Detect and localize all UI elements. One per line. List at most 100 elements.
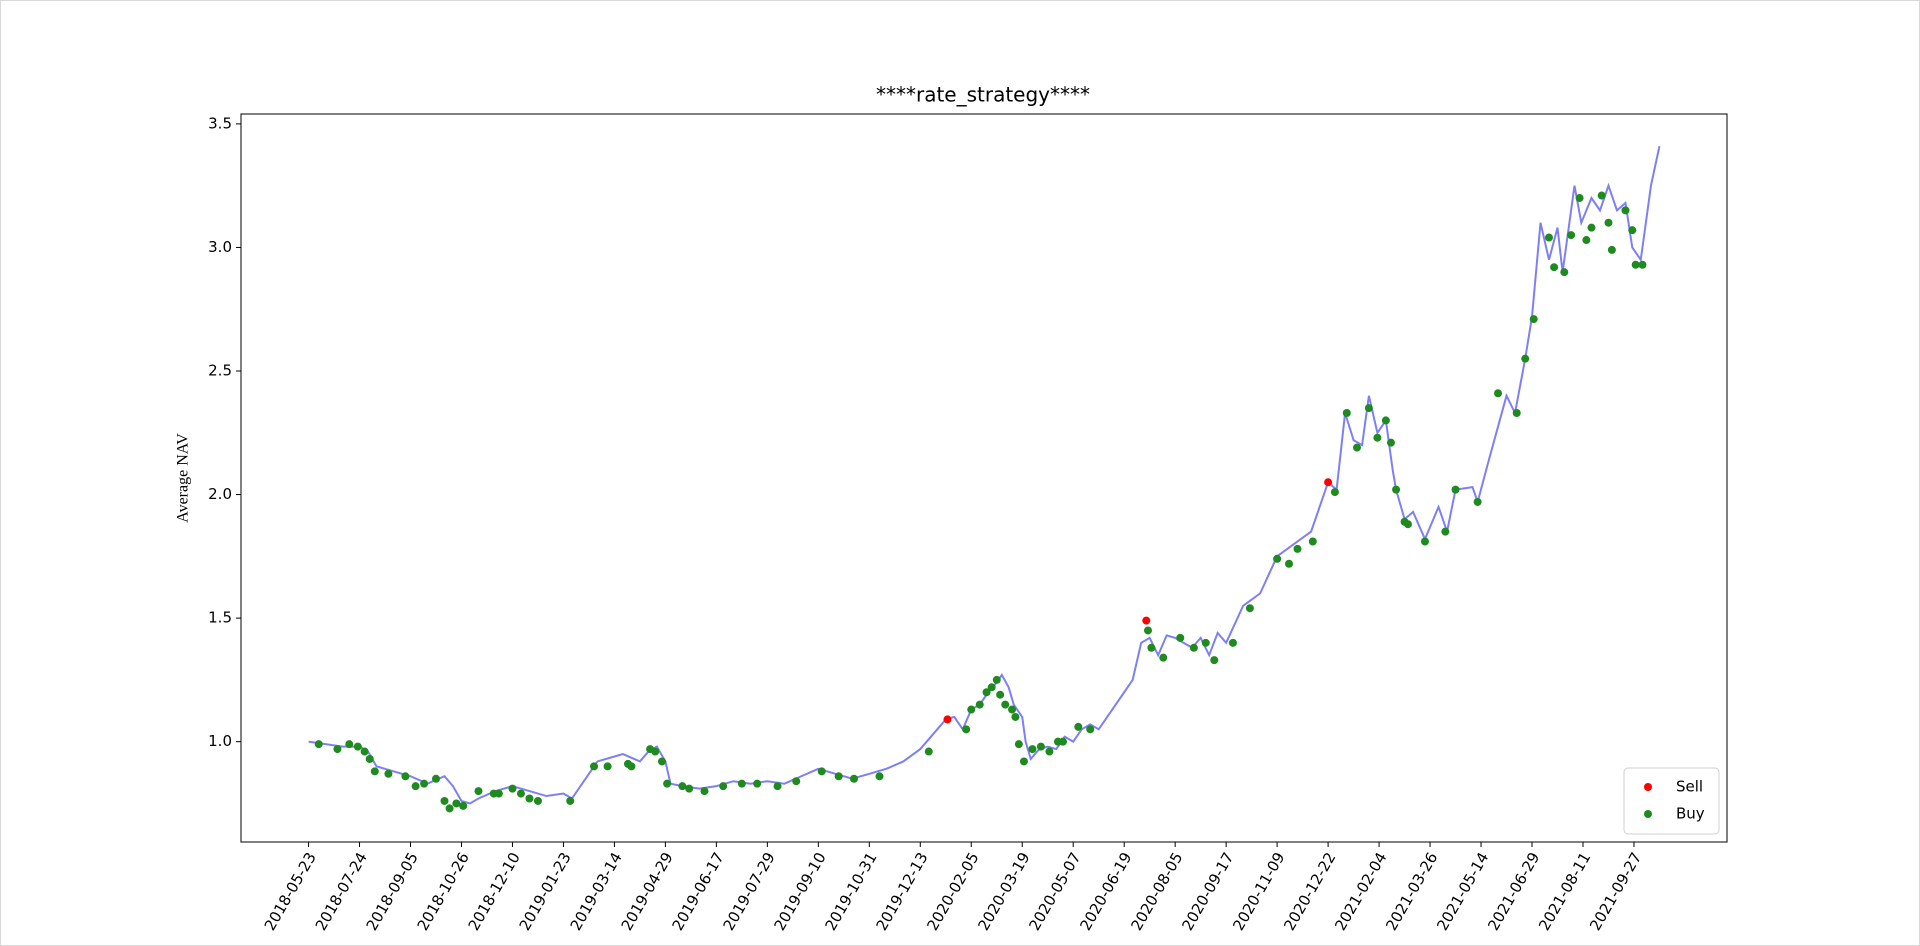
point-buy [1308, 537, 1317, 546]
point-buy [1228, 638, 1237, 647]
point-buy [1545, 233, 1554, 242]
y-tick-label: 1.0 [208, 732, 232, 750]
point-buy [516, 789, 525, 798]
x-tick-label: 2021-03-26 [1382, 849, 1441, 934]
x-tick-label: 2020-09-17 [1178, 849, 1237, 934]
x-tick-label: 2019-10-31 [821, 849, 880, 934]
x-tick-label: 2021-02-04 [1331, 849, 1390, 934]
point-buy [1441, 527, 1450, 536]
point-buy [1403, 520, 1412, 529]
x-tick-label: 2019-03-14 [567, 849, 626, 934]
point-buy [834, 772, 843, 781]
point-buy [1604, 218, 1613, 227]
point-buy [987, 683, 996, 692]
point-buy [1008, 705, 1017, 714]
x-tick-label: 2018-07-24 [312, 849, 371, 934]
point-buy [1059, 737, 1068, 746]
x-tick-label: 2021-05-14 [1433, 849, 1492, 934]
point-buy [445, 804, 454, 813]
point-buy [975, 700, 984, 709]
x-tick-label: 2019-01-23 [516, 849, 575, 934]
point-buy [1293, 544, 1302, 553]
point-buy [1597, 191, 1606, 200]
point-buy [967, 705, 976, 714]
point-buy [678, 782, 687, 791]
point-buy [924, 747, 933, 756]
point-buy [1273, 554, 1282, 563]
point-buy [627, 762, 636, 771]
point-buy [792, 777, 801, 786]
y-tick-label: 1.5 [208, 609, 232, 627]
point-sell [943, 715, 952, 724]
x-tick-label: 2021-06-29 [1484, 849, 1543, 934]
x-tick-label: 2020-08-05 [1127, 849, 1186, 934]
point-buy [1628, 226, 1637, 235]
point-buy [360, 747, 369, 756]
point-buy [1512, 409, 1521, 418]
point-buy [685, 784, 694, 793]
legend-marker [1644, 810, 1652, 818]
x-tick-label: 2019-06-17 [669, 849, 728, 934]
point-buy [411, 782, 420, 791]
x-tick-label: 2021-08-11 [1535, 849, 1594, 934]
y-tick-label: 3.0 [208, 238, 232, 256]
point-buy [1086, 725, 1095, 734]
point-buy [1176, 633, 1185, 642]
point-buy [1201, 638, 1210, 647]
chart-title: ****rate_strategy**** [876, 83, 1090, 107]
x-tick-label: 2018-05-23 [261, 849, 320, 934]
point-buy [525, 794, 534, 803]
point-buy [737, 779, 746, 788]
point-buy [1582, 236, 1591, 245]
y-tick-label: 2.5 [208, 361, 232, 379]
y-axis-label: Average NAV [175, 433, 192, 523]
point-buy [657, 757, 666, 766]
point-buy [992, 675, 1001, 684]
x-tick-label: 2021-09-27 [1586, 849, 1645, 934]
point-buy [773, 782, 782, 791]
point-buy [1001, 700, 1010, 709]
point-buy [1473, 497, 1482, 506]
point-buy [651, 747, 660, 756]
x-tick-label: 2020-06-19 [1076, 849, 1135, 934]
point-buy [1621, 206, 1630, 215]
point-buy [1210, 656, 1219, 665]
legend-marker [1644, 783, 1652, 791]
point-buy [1631, 260, 1640, 269]
point-buy [1364, 404, 1373, 413]
point-buy [663, 779, 672, 788]
legend-label: Sell [1676, 778, 1703, 796]
point-buy [494, 789, 503, 798]
y-tick-label: 2.0 [208, 485, 232, 503]
x-tick-label: 2018-09-05 [363, 849, 422, 934]
point-buy [1285, 559, 1294, 568]
point-buy [566, 796, 575, 805]
point-buy [1386, 438, 1395, 447]
point-buy [850, 774, 859, 783]
point-buy [590, 762, 599, 771]
point-buy [719, 782, 728, 791]
x-tick-label: 2020-02-05 [923, 849, 982, 934]
point-buy [1074, 722, 1083, 731]
point-buy [982, 688, 991, 697]
point-buy [875, 772, 884, 781]
point-buy [1607, 245, 1616, 254]
point-buy [1587, 223, 1596, 232]
point-buy [1392, 485, 1401, 494]
point-buy [700, 787, 709, 796]
point-buy [1028, 745, 1037, 754]
point-buy [1330, 488, 1339, 497]
point-buy [1420, 537, 1429, 546]
point-buy [420, 779, 429, 788]
x-tick-label: 2020-11-09 [1229, 849, 1288, 934]
point-buy [1147, 643, 1156, 652]
point-buy [1451, 485, 1460, 494]
point-buy [1550, 263, 1559, 272]
point-buy [345, 740, 354, 749]
y-tick-label: 3.5 [208, 114, 232, 132]
point-buy [1373, 433, 1382, 442]
legend-label: Buy [1676, 805, 1705, 823]
point-buy [1143, 626, 1152, 635]
point-buy [1245, 604, 1254, 613]
